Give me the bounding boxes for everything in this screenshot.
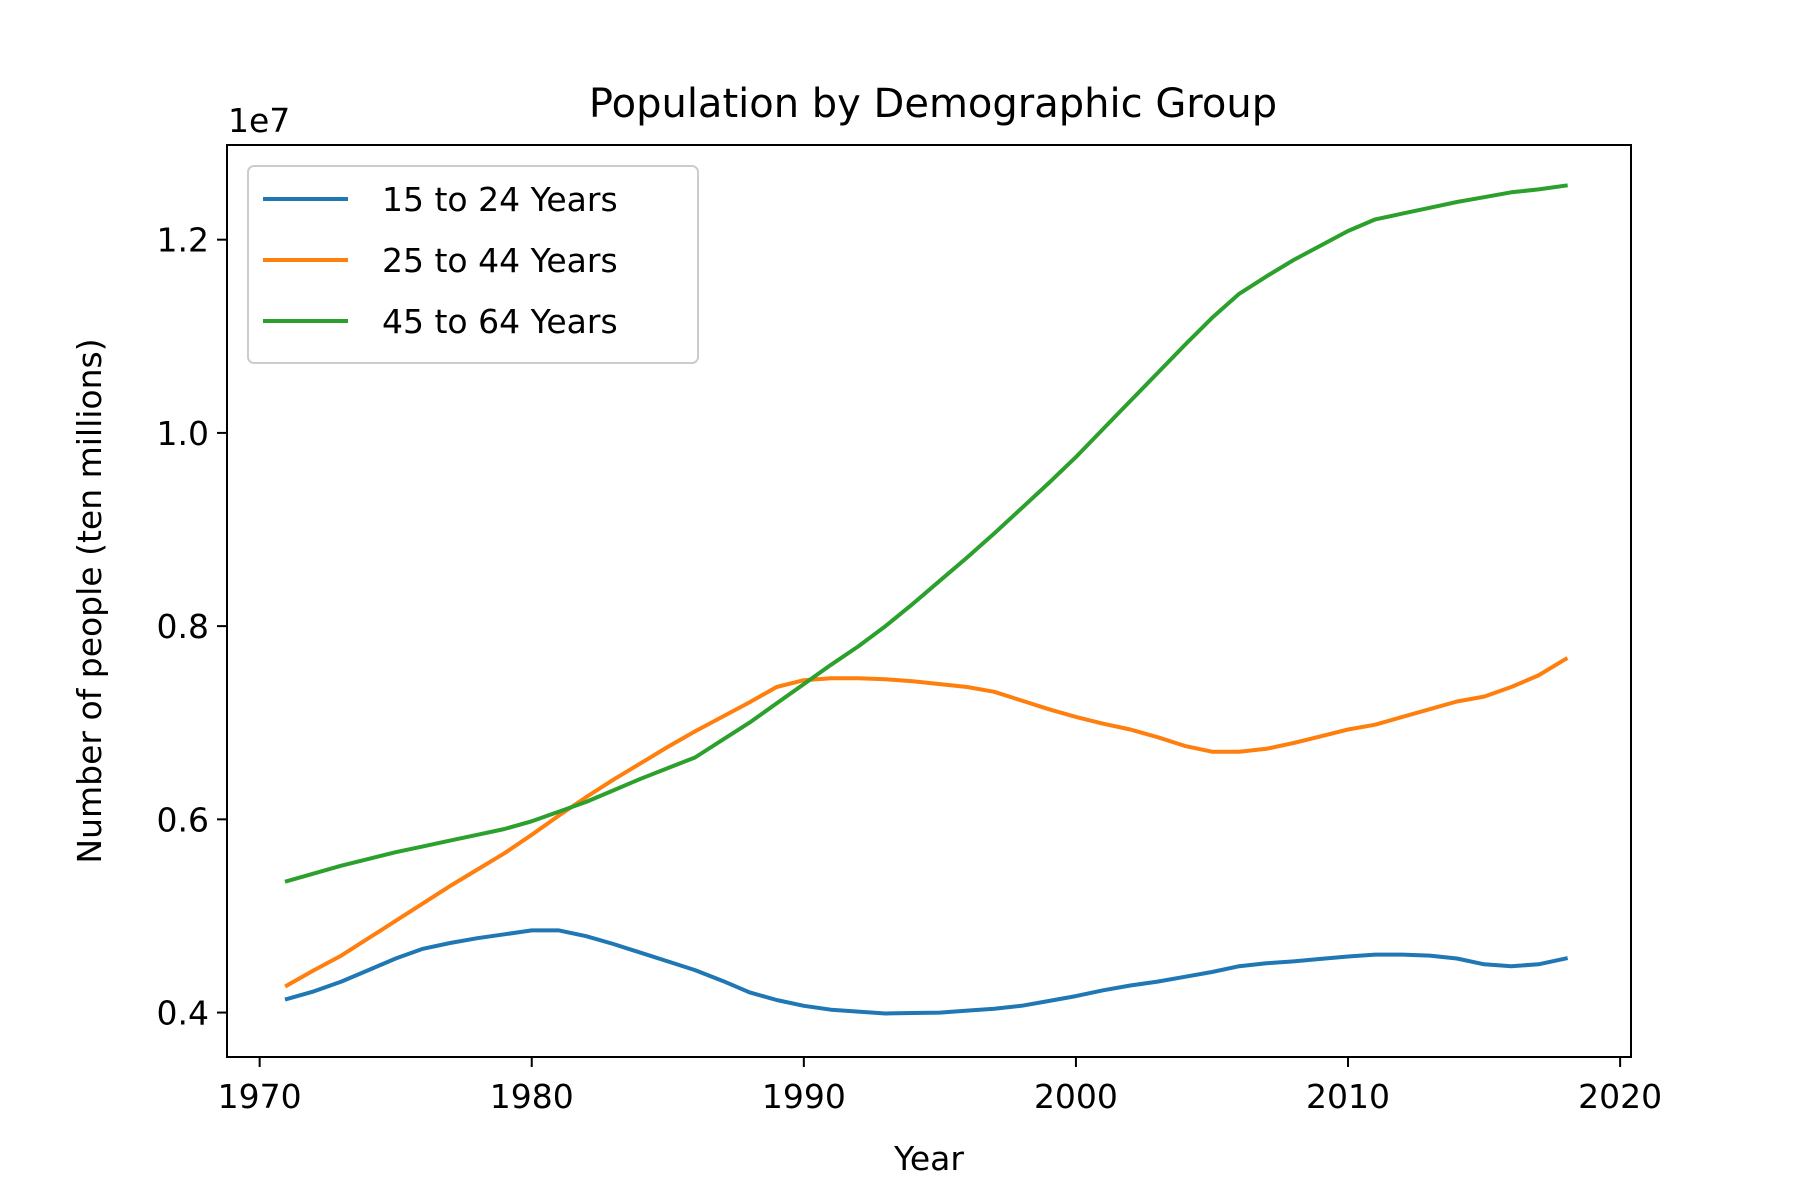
series-line-2 [284,656,1569,989]
x-tick-label: 2010 [1306,1077,1390,1116]
legend: 15 to 24 Years 25 to 44 Years 45 to 64 Yea… [247,165,699,364]
x-tick-label: 1990 [762,1077,846,1116]
y-offset-label: 1e7 [228,101,290,140]
legend-label-1: 15 to 24 Years [382,180,618,219]
x-tick-label: 2000 [1034,1077,1118,1116]
legend-label-2: 25 to 44 Years [382,241,618,280]
y-tick-label: 0.6 [157,800,209,839]
y-tick-label: 0.4 [157,994,209,1033]
y-axis-label: Number of people (ten millions) [70,338,109,863]
x-axis: 1970 1980 1990 2000 2010 2020 [218,1057,1662,1116]
plot-lines [284,183,1569,1016]
series-line-3 [284,183,1568,884]
x-tick-label: 1980 [490,1077,574,1116]
y-tick-label: 1.2 [157,221,209,260]
x-axis-label: Year [893,1139,964,1178]
x-tick-label: 2020 [1578,1077,1662,1116]
y-tick-label: 1.0 [157,414,209,453]
y-tick-label: 0.8 [157,607,209,646]
plot-frame [226,144,1632,1058]
y-axis: 0.4 0.6 0.8 1.0 1.2 [157,221,227,1033]
series-line-1 [284,928,1569,1016]
legend-box [247,165,699,364]
chart-title: Population by Demographic Group [589,81,1277,127]
legend-label-3: 45 to 64 Years [382,302,618,341]
x-tick-label: 1970 [218,1077,302,1116]
